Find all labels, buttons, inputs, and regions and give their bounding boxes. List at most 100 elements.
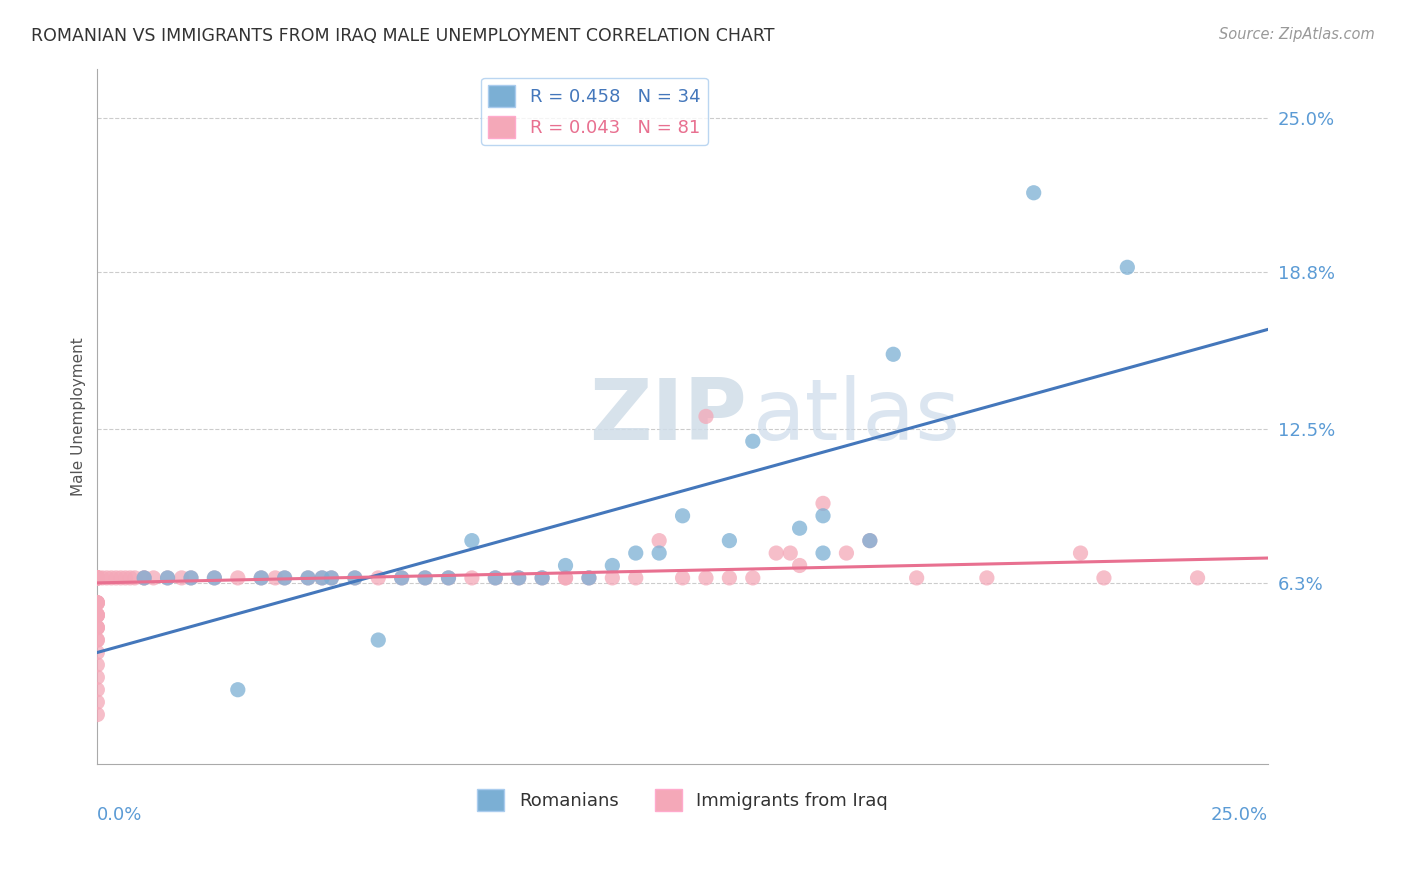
Point (811, 496, 834, 510)
Point (508, 571, 530, 585)
Text: ROMANIAN VS IMMIGRANTS FROM IRAQ MALE UNEMPLOYMENT CORRELATION CHART: ROMANIAN VS IMMIGRANTS FROM IRAQ MALE UN… (31, 27, 775, 45)
Point (437, 571, 460, 585)
Point (86, 657, 108, 672)
Point (170, 571, 193, 585)
Point (554, 571, 576, 585)
Point (367, 571, 389, 585)
Point (1070, 546, 1092, 560)
Point (811, 508, 834, 523)
Point (86, 571, 108, 585)
Point (86, 571, 108, 585)
Point (86, 571, 108, 585)
Point (976, 571, 998, 585)
Point (226, 571, 249, 585)
Point (671, 571, 693, 585)
Y-axis label: Male Unemployment: Male Unemployment (72, 337, 86, 496)
Point (695, 571, 717, 585)
Text: Source: ZipAtlas.com: Source: ZipAtlas.com (1219, 27, 1375, 42)
Point (250, 571, 273, 585)
Point (105, 571, 128, 585)
Point (531, 571, 554, 585)
Point (86, 571, 108, 585)
Point (86, 633, 108, 648)
Point (578, 571, 600, 585)
Point (718, 533, 741, 548)
Point (156, 571, 179, 585)
Point (531, 571, 554, 585)
Point (110, 571, 132, 585)
Point (86, 571, 108, 585)
Point (741, 571, 763, 585)
Point (156, 571, 179, 585)
Point (391, 571, 413, 585)
Point (624, 571, 647, 585)
Point (311, 571, 333, 585)
Point (86, 571, 108, 585)
Point (391, 571, 413, 585)
Point (624, 546, 647, 560)
Point (343, 571, 366, 585)
Point (789, 558, 811, 573)
Point (226, 682, 249, 697)
Text: 25.0%: 25.0% (1211, 806, 1268, 824)
Point (461, 533, 484, 548)
Point (91, 571, 114, 585)
Point (648, 546, 671, 560)
Point (124, 571, 146, 585)
Point (202, 571, 225, 585)
Point (343, 571, 366, 585)
Point (180, 571, 202, 585)
Point (461, 571, 484, 585)
Point (578, 571, 600, 585)
Point (86, 670, 108, 684)
Point (86, 608, 108, 623)
Point (297, 571, 319, 585)
Point (835, 546, 858, 560)
Point (86, 621, 108, 635)
Point (86, 596, 108, 610)
Point (437, 571, 460, 585)
Point (86, 571, 108, 585)
Point (96, 571, 118, 585)
Point (134, 571, 156, 585)
Point (602, 571, 624, 585)
Point (602, 558, 624, 573)
Point (648, 533, 671, 548)
Point (86, 707, 108, 722)
Point (671, 508, 693, 523)
Point (86, 596, 108, 610)
Point (86, 608, 108, 623)
Point (134, 571, 156, 585)
Point (86, 682, 108, 697)
Point (1116, 260, 1139, 275)
Point (779, 546, 801, 560)
Point (86, 621, 108, 635)
Point (134, 571, 156, 585)
Point (1092, 571, 1115, 585)
Point (86, 608, 108, 623)
Point (859, 533, 882, 548)
Point (765, 546, 787, 560)
Point (297, 571, 319, 585)
Point (859, 533, 882, 548)
Point (100, 571, 122, 585)
Point (413, 571, 436, 585)
Point (741, 434, 763, 449)
Point (554, 558, 576, 573)
Text: atlas: atlas (752, 375, 960, 458)
Point (367, 633, 389, 648)
Point (86, 596, 108, 610)
Point (86, 608, 108, 623)
Point (484, 571, 506, 585)
Point (1022, 186, 1045, 200)
Point (273, 571, 295, 585)
Point (264, 571, 287, 585)
Point (882, 347, 904, 361)
Point (180, 571, 202, 585)
Point (86, 571, 108, 585)
Point (554, 571, 576, 585)
Point (86, 571, 108, 585)
Point (86, 596, 108, 610)
Point (86, 695, 108, 709)
Point (250, 571, 273, 585)
